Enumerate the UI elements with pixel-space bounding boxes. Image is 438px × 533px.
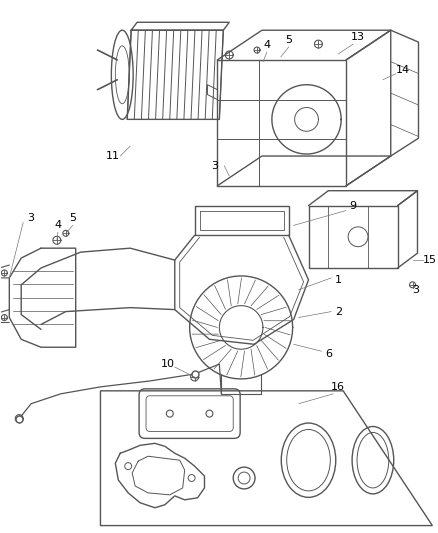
Text: 14: 14: [396, 65, 410, 75]
Text: 3: 3: [412, 285, 419, 295]
Text: 4: 4: [263, 40, 271, 50]
Text: 13: 13: [351, 32, 365, 42]
Text: 11: 11: [106, 151, 119, 161]
Text: 4: 4: [54, 220, 61, 230]
Text: 3: 3: [28, 213, 35, 223]
Text: 16: 16: [331, 382, 345, 392]
Text: 5: 5: [285, 35, 292, 45]
Text: 6: 6: [325, 349, 332, 359]
Text: 9: 9: [350, 200, 357, 211]
Text: 2: 2: [335, 306, 342, 317]
Text: 3: 3: [211, 161, 218, 171]
Text: 10: 10: [161, 359, 175, 369]
Text: 5: 5: [69, 213, 76, 223]
Text: 15: 15: [422, 255, 436, 265]
Text: 1: 1: [335, 275, 342, 285]
